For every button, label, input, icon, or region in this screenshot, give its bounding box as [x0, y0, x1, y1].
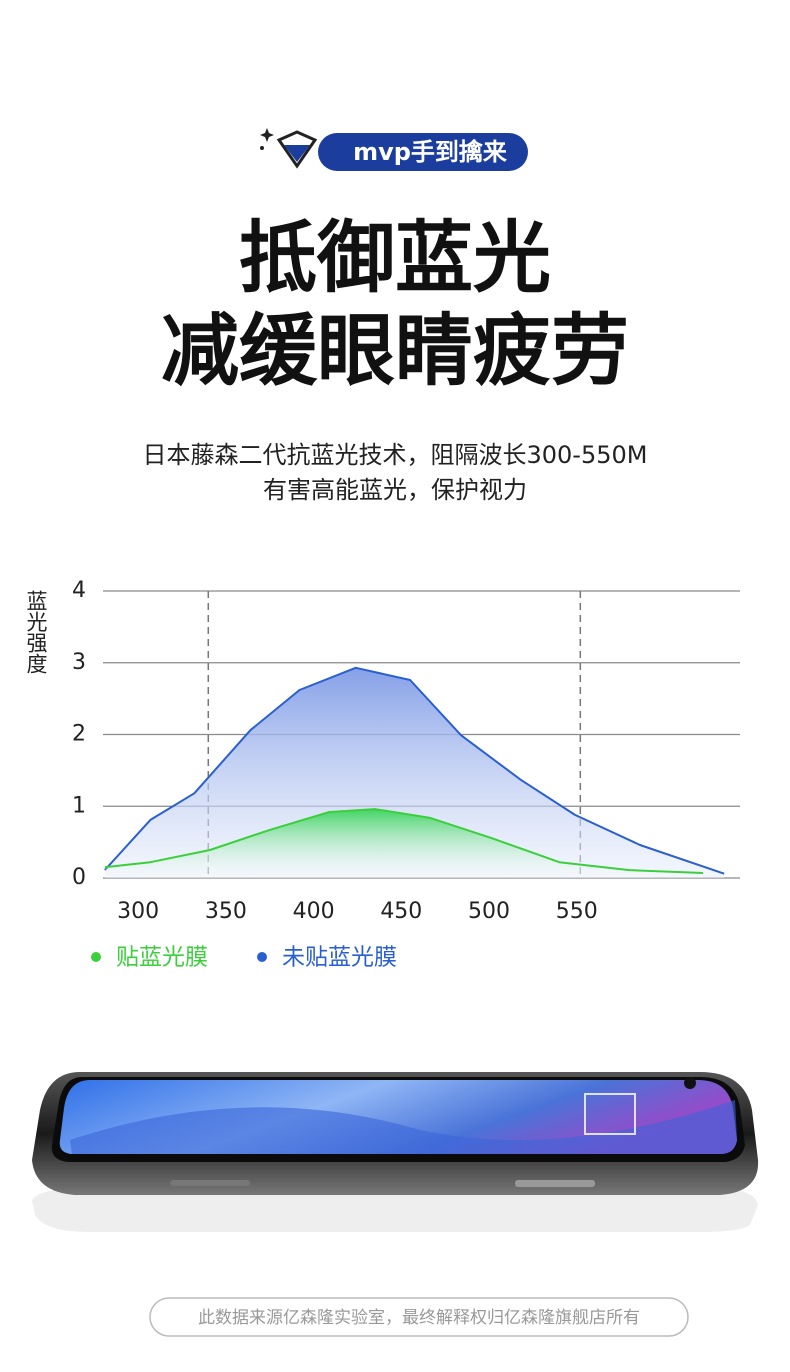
headline: 抵御蓝光	[239, 213, 551, 303]
x-tick-label: 350	[205, 899, 247, 924]
footer-note: 此数据来源亿森隆实验室，最终解释权归亿森隆旗舰店所有	[198, 1308, 640, 1328]
legend-label: 贴蓝光膜	[116, 945, 208, 971]
button	[170, 1180, 250, 1186]
subtitle: 有害高能蓝光，保护视力	[263, 476, 527, 504]
legend-label: 未贴蓝光膜	[282, 945, 397, 971]
x-tick-label: 500	[468, 899, 510, 924]
y-axis-label: 蓝光强度	[24, 590, 48, 674]
sparkle	[260, 146, 264, 150]
y-tick-label: 2	[72, 722, 86, 747]
area	[104, 667, 725, 878]
line	[104, 666, 725, 875]
subtitle: 日本藤森二代抗蓝光技术，阻隔波长300-550M	[143, 441, 648, 469]
y-tick-label: 3	[72, 650, 86, 675]
legend-marker	[257, 952, 267, 962]
badge-text: mvp手到擒来	[353, 138, 508, 166]
line	[104, 808, 704, 874]
x-tick-label: 450	[380, 899, 422, 924]
x-tick-label: 300	[117, 899, 159, 924]
y-tick-label: 0	[72, 865, 86, 890]
camera	[684, 1077, 696, 1089]
phone-illustration	[32, 1072, 759, 1232]
footer-pill	[149, 1297, 689, 1337]
clock-widget	[584, 1093, 636, 1135]
headline: 减缓眼睛疲劳	[161, 306, 629, 396]
x-tick-label: 400	[293, 899, 335, 924]
x-tick-label: 550	[556, 899, 598, 924]
badge-pill	[318, 133, 528, 171]
button	[515, 1180, 595, 1187]
screen-wave	[70, 1100, 737, 1154]
phone-reflection	[32, 1188, 758, 1232]
y-tick-label: 4	[72, 578, 86, 603]
chart: 0 1 2 3 4 300 350 400 450 500 550 贴蓝光膜 未贴蓝光膜	[72, 578, 740, 971]
diamond-fill	[284, 145, 310, 162]
badge: mvp手到擒来	[260, 128, 528, 171]
legend-marker	[91, 952, 101, 962]
sparkle	[260, 128, 274, 142]
y-tick-label: 1	[72, 793, 86, 818]
